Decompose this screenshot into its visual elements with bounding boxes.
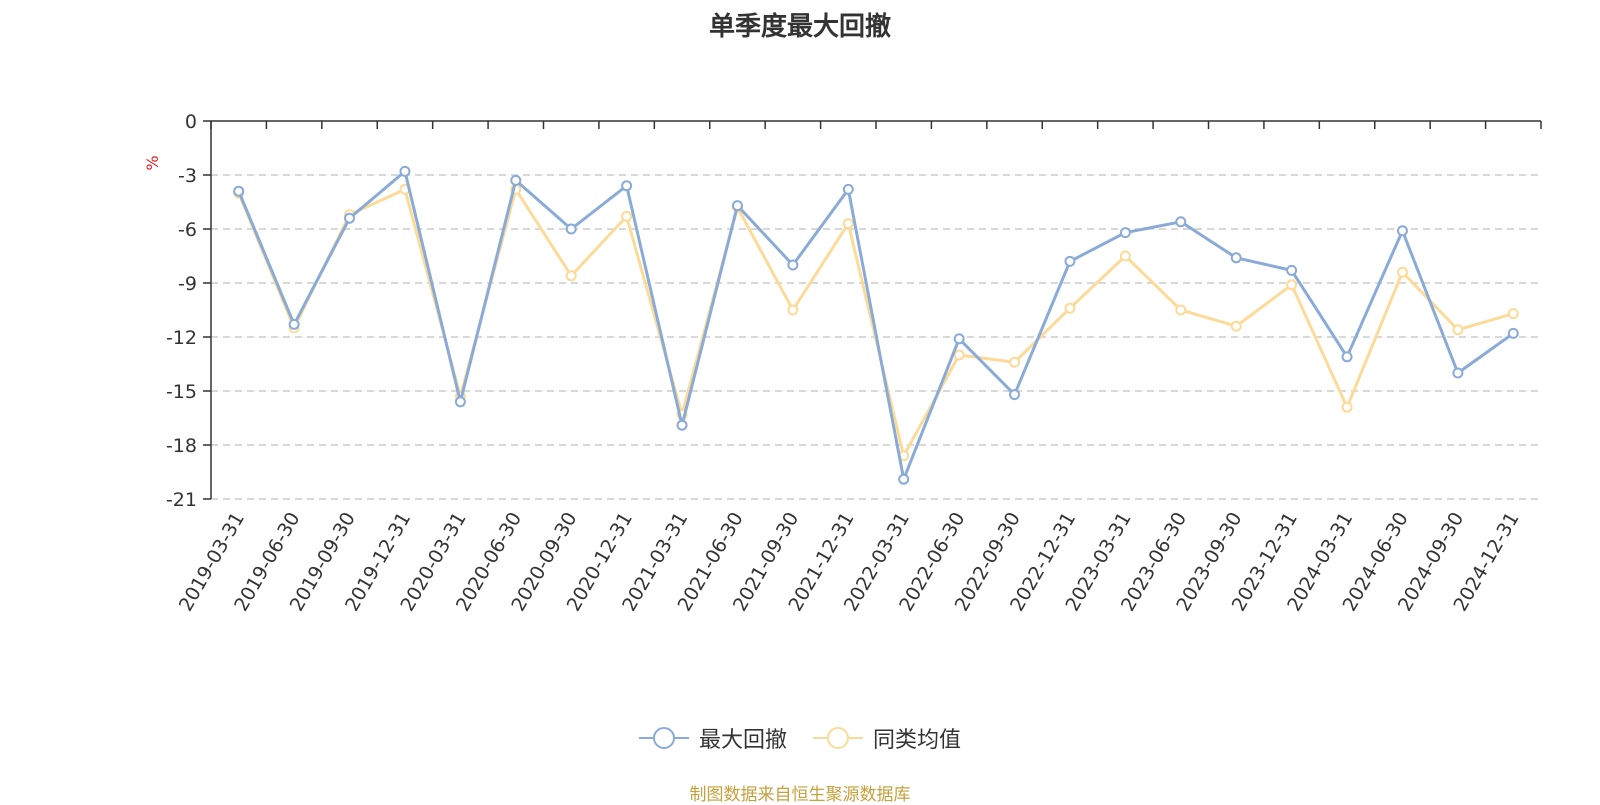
data-point xyxy=(1064,255,1076,267)
y-axis-unit: % xyxy=(143,155,162,170)
y-tick-label: 0 xyxy=(185,111,197,133)
data-point xyxy=(1119,250,1131,262)
data-point xyxy=(676,419,688,431)
y-tick-label: -12 xyxy=(166,327,197,349)
data-point xyxy=(344,212,356,224)
data-point xyxy=(288,318,300,330)
data-point xyxy=(1064,302,1076,314)
data-point xyxy=(842,183,854,195)
data-point xyxy=(953,349,965,361)
data-point xyxy=(1286,264,1298,276)
y-tick-label: -21 xyxy=(166,489,197,511)
y-tick-label: -6 xyxy=(178,219,197,241)
data-point xyxy=(1341,351,1353,363)
data-point xyxy=(233,185,245,197)
legend-item-peer-average[interactable]: 同类均值 xyxy=(813,722,961,754)
data-point xyxy=(1452,367,1464,379)
legend-item-max-drawdown[interactable]: 最大回撤 xyxy=(638,722,787,754)
y-tick-label: -9 xyxy=(178,273,197,295)
data-point xyxy=(621,210,633,222)
data-point xyxy=(399,165,411,177)
data-point xyxy=(1119,227,1131,239)
data-point xyxy=(1230,320,1242,332)
data-point xyxy=(565,270,577,282)
data-point xyxy=(454,396,466,408)
line-chart: % 0 -3 -6 -9 -12 -15 -18 -21 2019-03-312019-06-… xyxy=(143,111,1542,615)
data-point xyxy=(1396,266,1408,278)
data-point xyxy=(510,174,522,186)
legend-marker-icon xyxy=(652,727,675,749)
data-point xyxy=(1396,225,1408,237)
legend-symbol-peer-average xyxy=(813,726,863,750)
data-point xyxy=(1175,304,1187,316)
legend-symbol-max-drawdown xyxy=(638,726,689,750)
data-point xyxy=(565,223,577,235)
data-point xyxy=(1230,252,1242,264)
data-point xyxy=(1452,324,1464,336)
data-point xyxy=(1175,216,1187,228)
data-point xyxy=(1507,327,1519,339)
data-point xyxy=(787,304,799,316)
data-point xyxy=(898,473,910,485)
chart-title: 单季度最大回撤 xyxy=(708,12,891,42)
y-tick-label: -18 xyxy=(166,435,197,457)
data-point xyxy=(1286,279,1298,291)
series-max-drawdown xyxy=(233,165,1519,485)
legend-label: 最大回撤 xyxy=(698,728,787,753)
legend-marker-icon xyxy=(827,727,849,749)
data-point xyxy=(1009,389,1021,401)
y-tick-label: -3 xyxy=(178,165,197,187)
series-layer xyxy=(233,165,1519,485)
data-point xyxy=(731,200,743,212)
data-point xyxy=(842,218,854,230)
data-point xyxy=(621,180,633,192)
data-point xyxy=(1507,308,1519,320)
data-point xyxy=(953,333,965,345)
data-point xyxy=(1341,401,1353,413)
legend-label: 同类均值 xyxy=(873,728,962,753)
y-axis: 0 -3 -6 -9 -12 -15 -18 -21 xyxy=(166,111,212,511)
y-tick-label: -15 xyxy=(166,381,197,403)
x-axis: 2019-03-312019-06-302019-09-302019-12-31… xyxy=(175,120,1542,615)
legend: 最大回撤 同类均值 xyxy=(0,722,1600,754)
data-source-note: 制图数据来自恒生聚源数据库 xyxy=(689,785,911,805)
data-point xyxy=(1009,356,1021,368)
data-point xyxy=(787,259,799,271)
series-line xyxy=(237,169,1515,481)
